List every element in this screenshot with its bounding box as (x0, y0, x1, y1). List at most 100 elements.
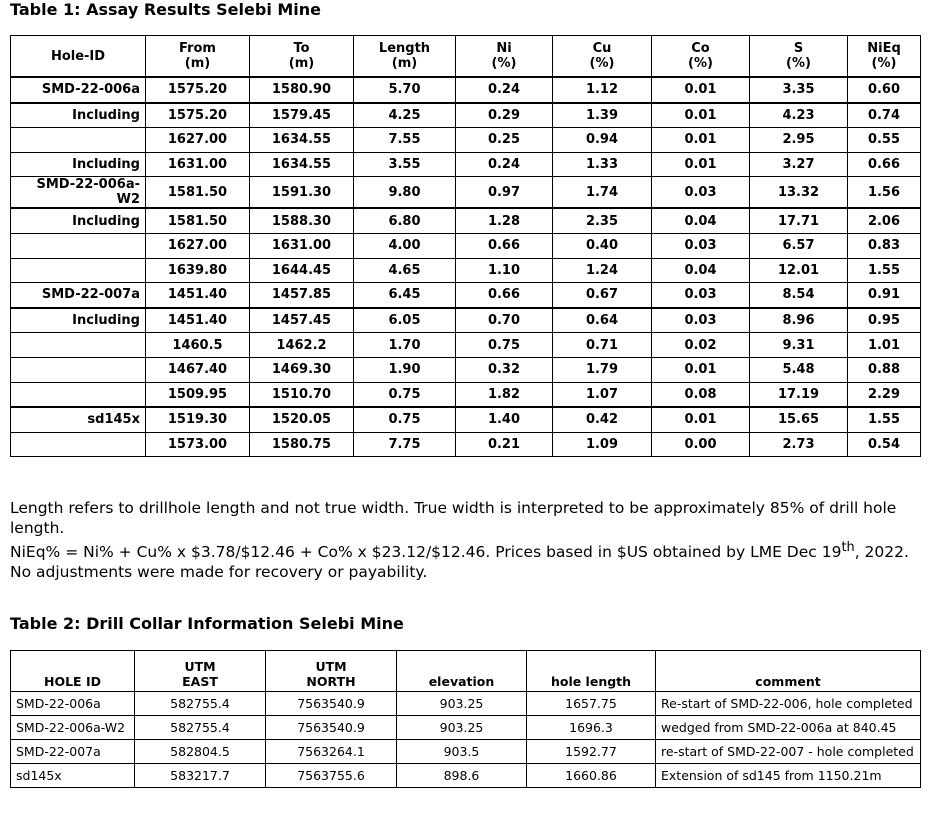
table-cell: 4.23 (749, 101, 848, 129)
table-cell: 0.03 (651, 232, 750, 259)
table-row: SMD-22-006a 582755.4 7563540.9 903.25 1657.7… (10, 691, 921, 716)
header-text: hole length (550, 674, 632, 689)
table-cell: 1660.86 (526, 763, 656, 788)
table-row: Including 1631.00 1634.55 3.55 0.24 1.33 0.01 3… (10, 151, 921, 178)
table-cell: 2.95 (749, 127, 848, 153)
header-text: Ni (496, 41, 512, 56)
table-cell: 2.29 (847, 381, 921, 408)
header-cell: Cu (%) (552, 35, 652, 78)
table-cell: 0.24 (455, 76, 553, 104)
table-cell: 12.01 (749, 257, 848, 284)
table-cell: 1.56 (847, 176, 921, 209)
note-text: , 2022. (854, 543, 909, 562)
table-cell: 1.07 (552, 381, 652, 408)
table-cell: 1.09 (552, 431, 652, 458)
header-text: (%) (871, 56, 897, 71)
table-cell: 1.55 (847, 406, 921, 433)
table-cell (10, 257, 146, 284)
table-cell: 1457.85 (249, 282, 354, 309)
table-cell: 9.80 (353, 176, 456, 209)
table-cell: 2.06 (847, 207, 921, 234)
table-cell: 0.66 (455, 282, 553, 309)
header-cell: UTM NORTH (265, 650, 397, 692)
table-cell: 0.75 (353, 381, 456, 408)
table-cell: 0.29 (455, 101, 553, 129)
table-cell: 0.54 (847, 431, 921, 458)
table-cell: 1.82 (455, 381, 553, 408)
table-cell: SMD-22-006a-W2 (10, 176, 146, 209)
table-cell: 3.27 (749, 151, 848, 178)
table-cell: 17.71 (749, 207, 848, 234)
table-row: 1639.80 1644.45 4.65 1.10 1.24 0.04 12.01 1.55 (10, 257, 921, 284)
note-text: Length refers to drillhole length and no… (10, 499, 897, 537)
table-cell: 9.31 (749, 332, 848, 358)
table-cell: 0.95 (847, 306, 921, 334)
header-text: Length (378, 41, 431, 56)
table-cell: 1580.75 (249, 431, 354, 458)
table-cell: 1.39 (552, 101, 652, 129)
table-cell: 4.65 (353, 257, 456, 284)
note: NiEq% = Ni% + Cu% x $3.78/$12.46 + Co% x… (10, 538, 920, 562)
table-cell: 1639.80 (145, 257, 250, 284)
table-cell: 5.70 (353, 76, 456, 104)
table-cell: 903.25 (396, 691, 527, 716)
table-cell: 5.48 (749, 356, 848, 383)
table-row: 1573.00 1580.75 7.75 0.21 1.09 0.00 2.73 0.54 (10, 431, 921, 458)
table-cell: SMD-22-006a (10, 76, 146, 104)
table-cell (10, 381, 146, 408)
table-cell: 1520.05 (249, 406, 354, 433)
table-cell: 2.35 (552, 207, 652, 234)
table-cell: 0.74 (847, 101, 921, 129)
table-cell: 15.65 (749, 406, 848, 433)
header-text: (m) (288, 56, 315, 71)
header-text: NiEq (867, 41, 901, 56)
table-cell: 4.25 (353, 101, 456, 129)
table-cell: 0.03 (651, 176, 750, 209)
table-cell: 1631.00 (249, 232, 354, 259)
table-cell: 0.01 (651, 76, 750, 104)
header-cell: S (%) (749, 35, 848, 78)
table-cell: 0.70 (455, 306, 553, 334)
table-cell: 1631.00 (145, 151, 250, 178)
table-cell: 0.01 (651, 127, 750, 153)
table-header: HOLE ID UTM EAST UTM NORTH elevation hole leng… (10, 650, 921, 692)
table-cell: 0.04 (651, 257, 750, 284)
table-cell: sd145x (10, 406, 146, 433)
table-cell: Including (10, 306, 146, 334)
table-cell: 1.33 (552, 151, 652, 178)
table-cell: 1457.45 (249, 306, 354, 334)
table-cell: 8.54 (749, 282, 848, 309)
table-cell: SMD-22-007a (10, 739, 135, 764)
table-cell: SMD-22-007a (10, 282, 146, 309)
table-cell: Extension of sd145 from 1150.21m (655, 763, 921, 788)
table-cell: 0.01 (651, 151, 750, 178)
table-cell: 0.08 (651, 381, 750, 408)
table-cell: 7.55 (353, 127, 456, 153)
table-cell: 1644.45 (249, 257, 354, 284)
table-title: Table 1: Assay Results Selebi Mine (10, 0, 322, 19)
header-text: EAST (182, 674, 218, 689)
table-row: SMD-22-007a 1451.40 1457.85 6.45 0.66 0.67 0.0… (10, 282, 921, 309)
header-text: UTM (184, 659, 216, 674)
table-cell: 1.12 (552, 76, 652, 104)
table-cell: 0.66 (455, 232, 553, 259)
table-cell: 1573.00 (145, 431, 250, 458)
table-cell: 1581.50 (145, 207, 250, 234)
table-cell: 1579.45 (249, 101, 354, 129)
table-cell: 0.03 (651, 282, 750, 309)
table-cell: 1581.50 (145, 176, 250, 209)
table-cell: 13.32 (749, 176, 848, 209)
table-cell: 8.96 (749, 306, 848, 334)
table-cell: 1657.75 (526, 691, 656, 716)
table-cell: 0.75 (353, 406, 456, 433)
table-cell: 1460.5 (145, 332, 250, 358)
table-cell: 0.67 (552, 282, 652, 309)
table-cell: SMD-22-006a-W2 (10, 715, 135, 740)
table-cell: 1.74 (552, 176, 652, 209)
table-cell: 582804.5 (134, 739, 266, 764)
table-cell: 583217.7 (134, 763, 266, 788)
table-cell: 6.45 (353, 282, 456, 309)
header-cell: Co (%) (651, 35, 750, 78)
table-cell: 0.01 (651, 356, 750, 383)
